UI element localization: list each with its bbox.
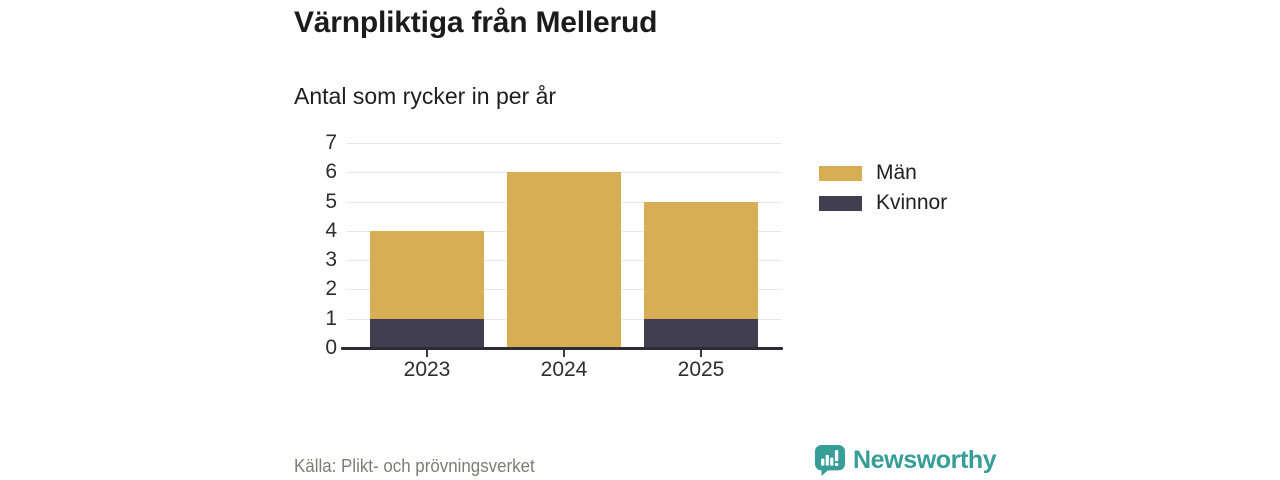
x-axis-label-2024: 2024 (540, 358, 588, 381)
bar-segment-2023-kvinnor (370, 319, 484, 348)
bar-segment-2023-män (370, 231, 484, 319)
y-axis-tick-label: 4 (325, 219, 337, 242)
legend-label: Kvinnor (876, 191, 948, 214)
legend-item-kvinnor: Kvinnor (819, 188, 947, 218)
gridline-y7 (346, 143, 782, 144)
y-axis-tick-label: 0 (325, 336, 337, 359)
bar-chart-speech-bubble-icon (814, 444, 846, 477)
y-axis-tick-label: 6 (325, 160, 337, 183)
newsworthy-logo[interactable]: Newsworthy (814, 444, 997, 477)
y-axis-tick-label: 2 (325, 277, 337, 300)
legend-label: Män (876, 161, 917, 184)
y-axis-tick-label: 7 (325, 131, 337, 154)
bar-segment-2024-män (507, 172, 621, 348)
x-axis-tick (563, 350, 565, 357)
legend-swatch (819, 195, 862, 211)
y-axis-tick-label: 1 (325, 307, 337, 330)
bar-segment-2025-kvinnor (644, 319, 758, 348)
x-axis-label-2025: 2025 (677, 358, 725, 381)
chart-subtitle: Antal som rycker in per år (294, 83, 557, 109)
bar-segment-2025-män (644, 202, 758, 319)
legend: Män Kvinnor (819, 158, 947, 218)
x-axis-label-2023: 2023 (403, 358, 451, 381)
legend-item-män: Män (819, 158, 947, 188)
x-axis-tick (426, 350, 428, 357)
x-axis-tick (700, 350, 702, 357)
y-axis-tick-label: 5 (325, 190, 337, 213)
y-axis-tick-label: 3 (325, 248, 337, 271)
legend-swatch (819, 165, 862, 181)
newsworthy-wordmark: Newsworthy (853, 446, 997, 474)
x-axis-line (341, 347, 783, 350)
chart-title: Värnpliktiga från Mellerud (294, 6, 658, 39)
source-text: Källa: Plikt- och prövningsverket (294, 456, 535, 476)
